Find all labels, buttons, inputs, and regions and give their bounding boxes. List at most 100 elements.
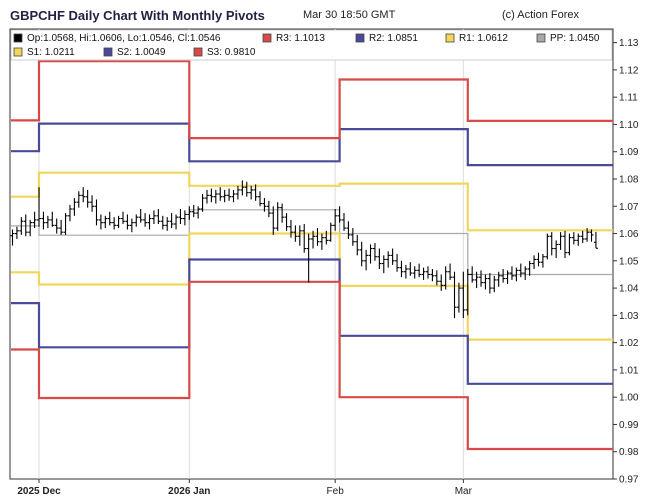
ohlc-bar (328, 222, 333, 242)
ohlc-bar (213, 189, 218, 204)
ohlc-bar (253, 184, 258, 201)
ohlc-bar (293, 225, 298, 242)
x-tick-label: 2025 Dec (17, 486, 61, 497)
ohlc-bar (37, 187, 42, 227)
ohlc-bar (50, 211, 55, 227)
ohlc-bar (337, 206, 342, 223)
ohlc-bar (169, 213, 174, 229)
pivot-lines (11, 60, 613, 451)
pivot-line-r2 (11, 122, 613, 167)
legend-swatch-s2 (103, 47, 113, 57)
ohlc-bar (72, 198, 77, 216)
ohlc-bar (178, 209, 183, 224)
ohlc-bar (288, 219, 293, 238)
ohlc-bar (412, 266, 417, 279)
ohlc-bar (448, 263, 453, 280)
y-tick-label: 1.10 (619, 120, 639, 131)
ohlc-bar (98, 214, 103, 230)
ohlc-bar (85, 189, 90, 208)
ohlc-bar (196, 206, 201, 219)
ohlc-bar (32, 211, 37, 229)
legend-label-r2: R2: 1.0851 (369, 33, 418, 44)
ohlc-bar (227, 188, 232, 201)
ohlc-bar (443, 266, 448, 290)
ohlc-bar (67, 204, 72, 222)
ohlc-bar (165, 217, 170, 231)
ohlc-bar (14, 226, 19, 239)
ohlc-bar (262, 198, 267, 212)
ohlc-bar (182, 210, 187, 226)
ohlc-bar (390, 248, 395, 265)
y-tick-label: 1.09 (619, 147, 639, 158)
ohlc-bar (103, 215, 108, 229)
chart-header: GBPCHF Daily Chart With Monthly Pivots M… (0, 0, 650, 28)
ohlc-bar (302, 224, 307, 253)
ohlc-bar (381, 255, 386, 274)
ohlc-bar (191, 204, 196, 218)
ohlc-bar (19, 217, 24, 235)
ohlc-bar (63, 213, 68, 235)
ohlc-bar (235, 185, 240, 200)
y-tick-label: 1.02 (619, 338, 639, 349)
ohlc-bar (222, 189, 227, 203)
ohlc-bar (518, 263, 523, 278)
ohlc-bar (28, 219, 33, 237)
y-tick-label: 1.11 (619, 93, 638, 104)
ohlc-bar (333, 209, 338, 231)
ohlc-bar (174, 214, 179, 230)
ohlc-bar (505, 270, 510, 284)
y-tick-label: 1.01 (619, 365, 639, 376)
ohlc-bar (474, 271, 479, 289)
ohlc-bar (59, 219, 64, 235)
ohlc-bar (41, 211, 46, 230)
ohlc-bar (399, 260, 404, 278)
legend-label-r3: R3: 1.1013 (276, 33, 325, 44)
y-tick-label: 1.06 (619, 229, 639, 240)
ohlc-bar (112, 217, 117, 230)
ohlc-bar (593, 231, 598, 249)
y-tick-label: 1.13 (619, 38, 639, 49)
ohlc-bar (187, 206, 192, 220)
ohlc-bar (249, 185, 254, 200)
chart-timestamp: Mar 30 18:50 GMT (303, 9, 396, 21)
ohlc-bar (90, 195, 95, 212)
x-tick-label: Feb (327, 486, 345, 497)
ohlc-bar (147, 214, 152, 230)
ohlc-bar (138, 209, 143, 223)
pivot-line-r1 (11, 171, 613, 232)
ohlc-bar (487, 273, 492, 294)
legend-swatch-r3 (262, 33, 272, 43)
legend-label-s3: S3: 0.9810 (207, 47, 256, 58)
ohlc-bar (151, 210, 156, 224)
chart-credit: (c) Action Forex (502, 9, 580, 21)
y-axis: 0.97 0.98 0.99 1.00 1.01 1.02 1.03 1.04 1.05 1.06… (613, 38, 639, 486)
ohlc-bar (540, 254, 545, 268)
ohlc-bar (23, 214, 28, 237)
ohlc-bar (204, 189, 209, 204)
ohlc-bar (244, 181, 249, 197)
ohlc-bar (456, 282, 461, 313)
ohlc-bar (479, 270, 484, 287)
ohlc-bar (342, 213, 346, 231)
ohlc-bar (403, 264, 408, 279)
ohlc-bar (315, 228, 320, 246)
pivot-line-s3 (11, 280, 613, 451)
ohlc-bar (536, 252, 541, 267)
y-tick-label: 1.07 (619, 202, 639, 213)
ohlc-bar (156, 209, 161, 224)
ohlc-bar (545, 233, 550, 260)
x-axis: 2025 Dec 2026 Jan Feb Mar (17, 479, 473, 497)
ohlc-bar (54, 218, 59, 234)
ohlc-bar (576, 233, 581, 246)
ohlc-bar (501, 269, 506, 283)
ohlc-bar (240, 180, 245, 196)
legend-label-s1: S1: 1.0211 (27, 47, 75, 58)
x-tick-label: Mar (455, 486, 473, 497)
ohlc-bar (492, 275, 497, 293)
ohlc-bar (585, 228, 590, 242)
ohlc-bar (94, 199, 99, 226)
ohlc-bar (160, 215, 165, 230)
ohlc-bar (275, 202, 280, 231)
ohlc-bar (306, 233, 311, 283)
